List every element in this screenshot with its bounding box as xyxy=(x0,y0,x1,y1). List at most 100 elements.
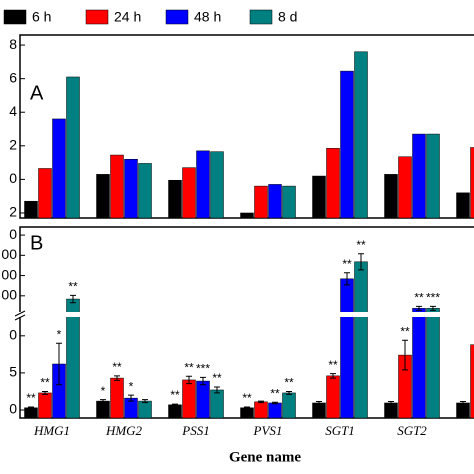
error-bar xyxy=(330,373,336,379)
bar xyxy=(138,400,152,419)
bar xyxy=(210,389,224,419)
error-bar xyxy=(258,400,264,404)
significance: ** xyxy=(68,280,78,294)
significance: * xyxy=(57,327,62,341)
error-bar xyxy=(358,253,364,271)
significance: ** xyxy=(356,238,366,252)
error-bar xyxy=(128,394,134,402)
y-tick-label: 00 xyxy=(1,266,17,282)
bar xyxy=(196,380,210,419)
error-bar xyxy=(272,401,278,405)
bar xyxy=(196,150,210,219)
bar xyxy=(340,70,354,219)
significance: *** xyxy=(196,362,210,376)
x-tick-label: SGT1 xyxy=(325,423,355,438)
bar xyxy=(426,133,440,219)
legend-label: 48 h xyxy=(194,9,221,25)
error-bar xyxy=(70,294,76,304)
bar xyxy=(110,377,124,419)
bar xyxy=(412,308,426,419)
error-bar xyxy=(430,305,436,311)
y-tick-label: 0 xyxy=(9,401,17,417)
bar xyxy=(168,179,182,219)
significance: ** xyxy=(170,388,180,402)
bar xyxy=(240,407,254,419)
y-tick-label: 0 xyxy=(9,327,17,343)
bar xyxy=(470,344,474,419)
bar xyxy=(254,185,268,219)
x-axis-label: Gene name xyxy=(229,449,301,465)
significance: ** xyxy=(270,386,280,400)
bar xyxy=(24,407,38,419)
bar xyxy=(96,400,110,419)
bar xyxy=(66,76,80,219)
bar xyxy=(312,175,326,219)
bar xyxy=(326,148,340,219)
error-bar xyxy=(56,342,62,386)
legend-swatch xyxy=(165,9,189,25)
significance: * xyxy=(101,384,106,398)
bar xyxy=(182,379,196,419)
bar xyxy=(354,51,368,219)
error-bar xyxy=(244,406,250,410)
bar xyxy=(52,118,66,219)
y-tick-label: 5 xyxy=(9,364,17,380)
x-tick-label: PSS1 xyxy=(181,423,209,438)
bar xyxy=(456,402,470,419)
bar xyxy=(240,212,254,219)
bar xyxy=(268,402,282,419)
bar xyxy=(456,192,470,219)
y-tick-label: 2 xyxy=(9,204,17,220)
x-tick-label: HMG1 xyxy=(33,423,70,438)
error-bar xyxy=(286,390,292,395)
axis-break xyxy=(14,312,474,317)
bar xyxy=(268,184,282,219)
error-bar xyxy=(172,403,178,407)
bar xyxy=(426,308,440,419)
y-tick-label: 6 xyxy=(9,69,17,85)
legend-label: 8 d xyxy=(278,9,297,25)
error-bar xyxy=(200,376,206,386)
panel-label: B xyxy=(30,232,43,254)
significance: ** xyxy=(212,371,222,385)
y-tick-label: 4 xyxy=(9,103,17,119)
significance: ** xyxy=(400,324,410,338)
error-bar xyxy=(416,305,422,311)
error-bar xyxy=(460,400,466,405)
error-bar xyxy=(114,375,120,381)
y-tick-label: 00 xyxy=(1,246,17,262)
legend-label: 24 h xyxy=(114,9,141,25)
bar xyxy=(110,154,124,219)
x-tick-label: HMG2 xyxy=(105,423,143,438)
significance: *** xyxy=(426,291,440,305)
error-bar xyxy=(42,390,48,395)
bar xyxy=(384,402,398,419)
error-bar xyxy=(186,375,192,385)
error-bar xyxy=(142,399,148,404)
y-tick-label: 2 xyxy=(9,137,17,153)
error-bar xyxy=(100,399,106,404)
significance: * xyxy=(129,379,134,393)
bar xyxy=(210,151,224,219)
significance: ** xyxy=(242,391,252,405)
bar xyxy=(24,200,38,219)
bar xyxy=(354,261,368,419)
y-tick-label: 00 xyxy=(1,287,17,303)
legend-swatch xyxy=(249,9,273,25)
bar xyxy=(138,163,152,219)
bar xyxy=(312,402,326,419)
legend-swatch xyxy=(85,9,109,25)
bar xyxy=(340,278,354,419)
bar xyxy=(470,147,474,219)
bar xyxy=(384,174,398,219)
error-bar xyxy=(402,339,408,371)
legend-swatch xyxy=(3,9,27,25)
significance: ** xyxy=(284,376,294,390)
error-bar xyxy=(316,400,322,405)
bar xyxy=(38,392,52,419)
bar xyxy=(282,185,296,219)
error-bar xyxy=(28,406,34,410)
y-tick-label: 0 xyxy=(9,170,17,186)
x-tick-label: PVS1 xyxy=(253,423,283,438)
